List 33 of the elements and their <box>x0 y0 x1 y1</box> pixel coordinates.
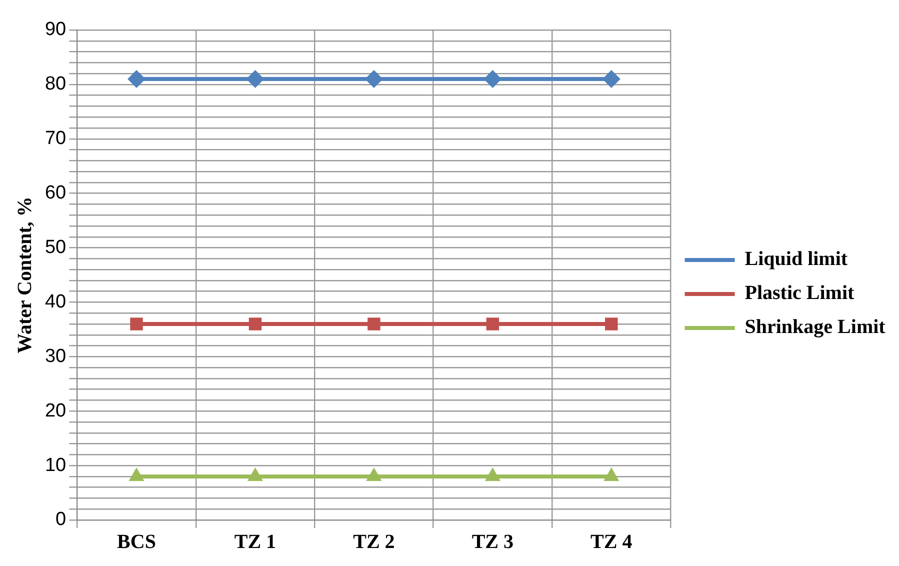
point <box>484 70 502 88</box>
legend-label: Shrinkage Limit <box>744 316 886 338</box>
point <box>127 70 146 88</box>
legend-label: Plastic Limit <box>744 282 855 304</box>
point <box>486 318 500 330</box>
point <box>605 318 618 330</box>
x-tick-label: TZ 4 <box>590 531 632 554</box>
y-tick-label: 80 <box>44 74 66 95</box>
y-tick-label: 70 <box>44 128 66 150</box>
y-tick-label: 50 <box>44 237 66 258</box>
point <box>484 467 500 481</box>
point <box>602 70 620 88</box>
x-tick-label: TZ 3 <box>472 531 514 554</box>
point <box>128 467 144 481</box>
legend-label: Liquid limit <box>744 248 848 270</box>
point <box>368 318 380 330</box>
x-tick-label: BCS <box>117 531 156 554</box>
y-tick-label: 30 <box>44 346 66 367</box>
y-tick-label: 0 <box>56 509 66 530</box>
x-tick-label: TZ 2 <box>353 531 395 554</box>
y-tick-label: 20 <box>44 400 66 422</box>
point <box>247 467 264 481</box>
y-tick-label: 60 <box>44 182 66 204</box>
y-tick-label: 40 <box>44 291 66 312</box>
y-tick-label: 10 <box>44 454 66 476</box>
x-tick-label: TZ 1 <box>234 531 276 554</box>
y-tick-label: 90 <box>44 19 66 40</box>
point <box>248 318 262 330</box>
point <box>366 467 382 481</box>
point <box>604 467 620 481</box>
point <box>130 318 143 330</box>
point <box>246 70 264 88</box>
y-axis-title: Water Content, % <box>14 196 36 354</box>
